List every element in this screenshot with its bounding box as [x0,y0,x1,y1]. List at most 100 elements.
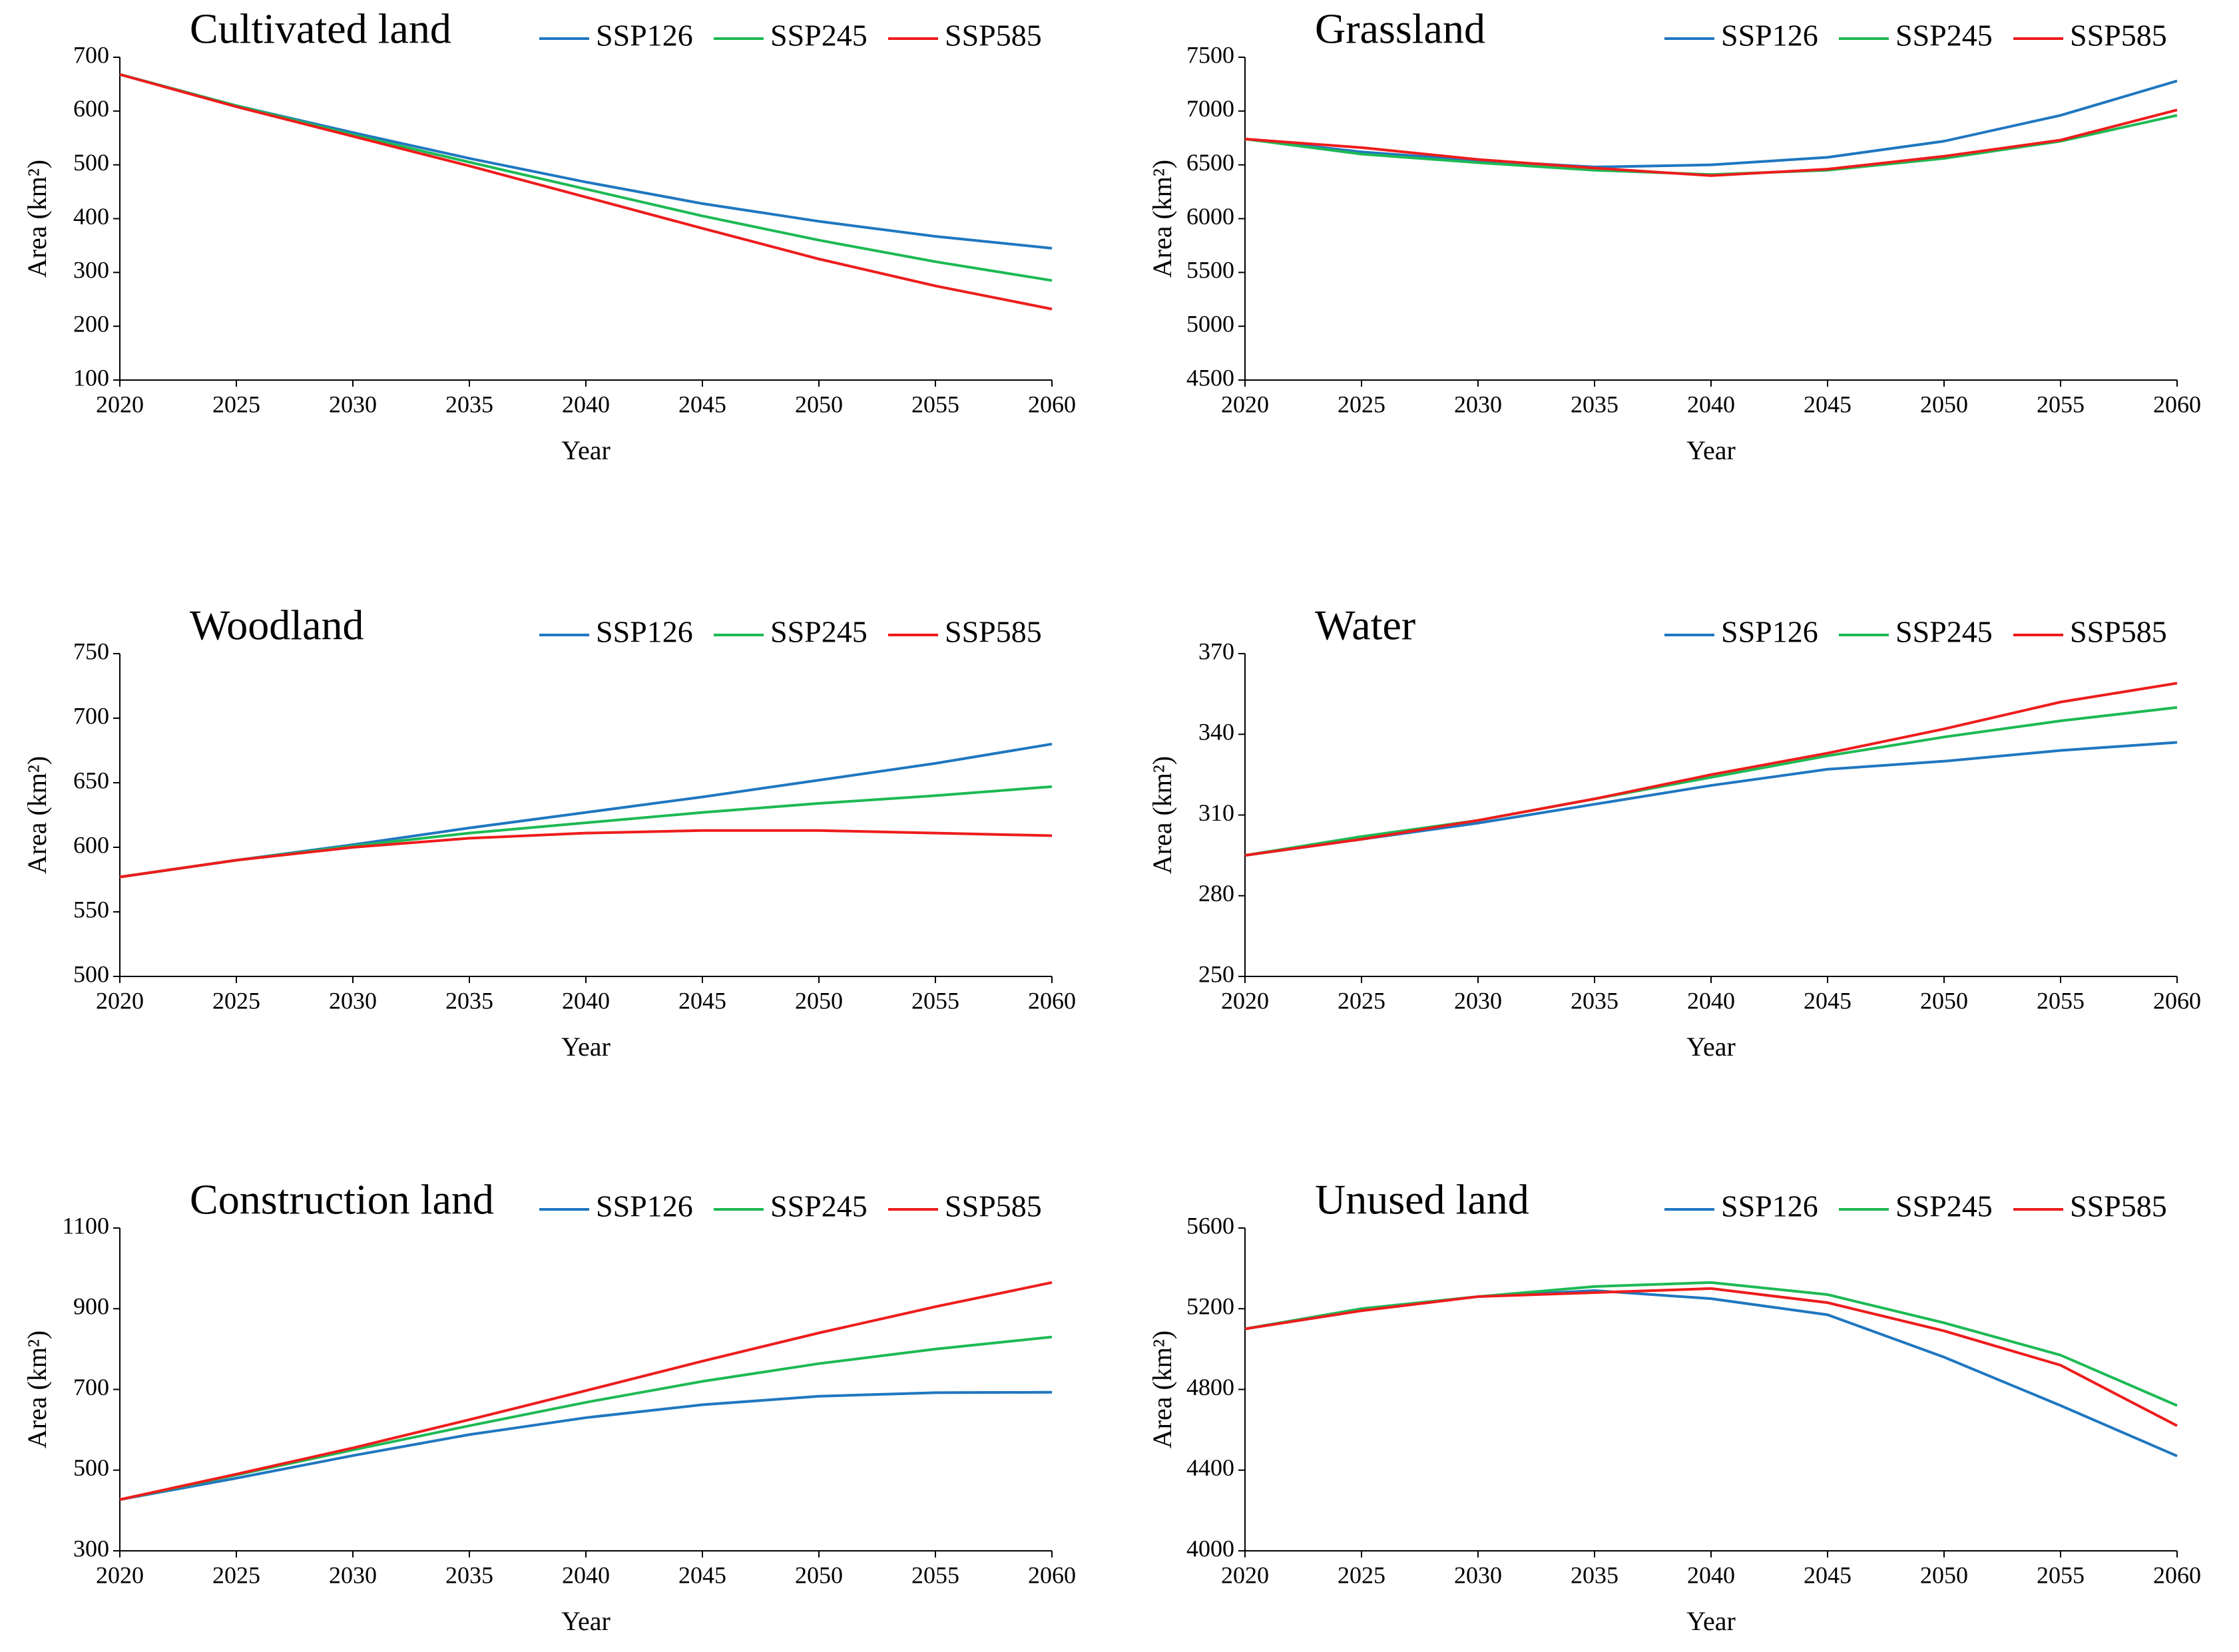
series-line [119,1281,1053,1501]
y-tick-label: 100 [73,364,109,391]
y-tick-label: 200 [73,310,109,337]
chart-title: Cultivated land [190,5,451,53]
series-line [1244,682,2178,857]
y-tick-label: 600 [73,95,109,122]
x-tick-label: 2045 [1804,1561,1852,1588]
x-tick-label: 2045 [678,987,726,1014]
chart-title: Construction land [190,1176,494,1223]
x-tick-label: 2035 [1571,391,1618,417]
y-tick-label: 1100 [62,1212,109,1239]
x-tick-label: 2030 [329,391,377,417]
chart-title: Water [1315,602,1415,649]
y-tick-label: 280 [1198,880,1234,907]
x-tick-label: 2055 [911,987,959,1014]
x-axis-title: Year [1686,435,1736,465]
x-tick-label: 2050 [1920,1561,1968,1588]
y-tick-label: 250 [1198,960,1234,987]
y-tick-label: 550 [73,896,109,923]
y-tick-label: 700 [73,41,109,68]
x-tick-label: 2025 [212,987,260,1014]
series-line [1244,1281,2178,1407]
x-tick-label: 2025 [212,391,260,417]
x-tick-label: 2045 [678,391,726,417]
x-tick-label: 2050 [795,391,843,417]
y-tick-label: 370 [1198,638,1234,664]
y-tick-label: 5000 [1186,310,1234,337]
legend-label: SSP245 [1895,1189,1993,1223]
y-tick-label: 900 [73,1293,109,1320]
y-axis-title: Area (km²) [22,160,52,278]
x-tick-label: 2060 [2153,391,2201,417]
x-tick-label: 2050 [795,987,843,1014]
x-tick-label: 2025 [1338,391,1385,417]
y-axis-title: Area (km²) [22,1331,52,1448]
x-tick-label: 2040 [562,987,610,1014]
x-tick-label: 2040 [562,1561,610,1588]
legend-label: SSP245 [1895,19,1993,53]
x-axis-title: Year [561,1606,611,1636]
y-tick-label: 500 [73,149,109,176]
series-line [1244,108,2178,177]
x-tick-label: 2030 [329,987,377,1014]
x-axis-title: Year [561,1032,611,1062]
legend-label: SSP126 [1721,615,1818,649]
y-tick-label: 4400 [1186,1454,1234,1481]
x-axis-title: Year [1686,1032,1736,1062]
x-tick-label: 2060 [2153,1561,2201,1588]
x-tick-label: 2060 [2153,987,2201,1014]
legend-label: SSP245 [770,19,868,53]
y-tick-label: 4000 [1186,1535,1234,1561]
chart-title: Woodland [190,602,364,649]
legend-label: SSP245 [770,1189,868,1223]
legend-label: SSP585 [2070,19,2167,53]
x-tick-label: 2035 [445,1561,493,1588]
y-tick-label: 4500 [1186,364,1234,391]
y-tick-label: 340 [1198,719,1234,745]
legend-label: SSP585 [945,1189,1042,1223]
legend-label: SSP126 [1721,19,1818,53]
legend-label: SSP585 [945,615,1042,649]
legend-label: SSP126 [596,1189,693,1223]
x-tick-label: 2035 [1571,1561,1618,1588]
series-line [1244,1287,2178,1427]
legend-label: SSP245 [770,615,868,649]
y-tick-label: 6500 [1186,149,1234,176]
y-tick-label: 600 [73,831,109,858]
y-tick-label: 700 [73,702,109,729]
x-tick-label: 2040 [1687,391,1735,417]
legend-label: SSP585 [2070,615,2167,649]
y-tick-label: 7000 [1186,95,1234,122]
x-tick-label: 2055 [2037,391,2085,417]
x-tick-label: 2040 [562,391,610,417]
x-tick-label: 2040 [1687,1561,1735,1588]
x-tick-label: 2020 [1221,391,1269,417]
y-tick-label: 5200 [1186,1293,1234,1320]
legend-label: SSP126 [596,615,693,649]
y-tick-label: 500 [73,960,109,987]
legend-label: SSP585 [2070,1189,2167,1223]
series-line [119,73,1053,311]
chart-title: Unused land [1315,1176,1529,1223]
x-tick-label: 2025 [1338,987,1385,1014]
y-tick-label: 750 [73,638,109,664]
y-axis-title: Area (km²) [1147,756,1177,874]
y-tick-label: 500 [73,1454,109,1481]
y-tick-label: 700 [73,1374,109,1400]
legend-label: SSP126 [596,19,693,53]
x-tick-label: 2030 [1454,1561,1502,1588]
x-tick-label: 2020 [1221,987,1269,1014]
y-axis-title: Area (km²) [1147,1331,1177,1448]
x-tick-label: 2025 [1338,1561,1385,1588]
x-tick-label: 2050 [1920,987,1968,1014]
y-tick-label: 650 [73,767,109,793]
x-tick-label: 2045 [678,1561,726,1588]
x-tick-label: 2030 [1454,987,1502,1014]
y-tick-label: 4800 [1186,1374,1234,1400]
series-line [119,73,1053,282]
x-tick-label: 2045 [1804,987,1852,1014]
series-line [1244,706,2178,857]
series-line [1244,741,2178,857]
y-tick-label: 5500 [1186,257,1234,284]
y-tick-label: 7500 [1186,41,1234,68]
